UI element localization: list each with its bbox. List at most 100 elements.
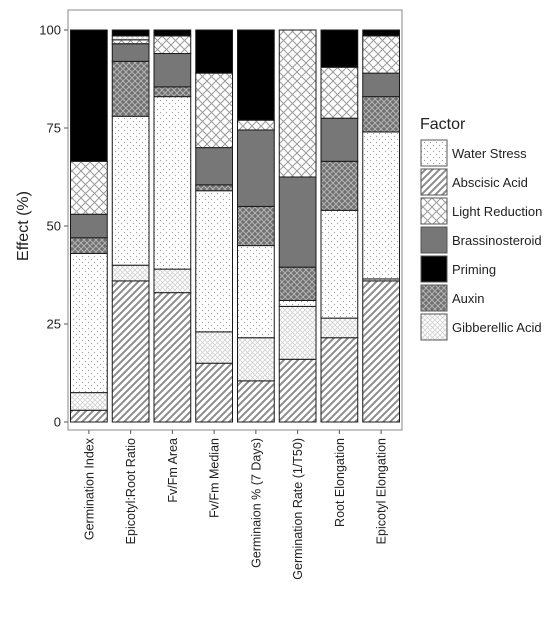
bar-segment-priming (153, 29, 192, 37)
x-tick-label: Epicotyl Elongation (375, 438, 389, 544)
bar-segment-gibberellic-acid (70, 392, 108, 411)
bar-segment-priming (70, 29, 108, 162)
y-axis-title: Effect (%) (15, 191, 32, 261)
legend-title: Factor (420, 116, 466, 133)
bar-segment-brassinosteroid (111, 43, 150, 62)
bar-segment-gibberellic-acid (195, 331, 233, 364)
bar-segment-brassinosteroid (278, 176, 317, 268)
bar-segment-water-stress (153, 96, 192, 270)
bar-segment-priming (320, 29, 359, 68)
bar-segment-auxin (111, 60, 150, 117)
bar-epicotyl-root-ratio (111, 29, 150, 423)
bar-segment-light-reduction (237, 119, 275, 131)
bar-root-elongation (320, 29, 359, 423)
y-tick-label: 100 (39, 23, 61, 38)
legend-swatch (420, 139, 448, 167)
legend-item-water-stress: Water Stress (420, 139, 527, 167)
bar-fv-fm-area (153, 29, 192, 423)
bar-segment-light-reduction (153, 35, 192, 55)
legend-swatch (420, 313, 448, 341)
bar-segment-auxin (195, 184, 233, 192)
legend-swatch (420, 284, 448, 312)
bar-segment-brassinosteroid (362, 72, 400, 98)
legend: Factor Water Stress Abscisic Acid Light Re… (420, 116, 542, 341)
bar-segment-water-stress (362, 131, 400, 280)
bar-segment-auxin (153, 86, 192, 98)
bar-segment-auxin (278, 266, 317, 301)
bar-segment-gibberellic-acid (278, 305, 317, 360)
bar-segment-water-stress (195, 190, 233, 333)
bar-segment-water-stress (278, 299, 317, 307)
x-tick-label: Fv/Fm Median (208, 438, 222, 518)
bar-germination-rate-1-t50 (278, 29, 317, 423)
bar-segment-light-reduction (362, 35, 400, 74)
y-tick-label: 50 (47, 219, 61, 234)
x-tick-label: Germination Index (82, 437, 96, 540)
bar-segment-priming (111, 29, 150, 37)
bar-segment-abscisic-acid (70, 409, 108, 423)
legend-label: Priming (452, 262, 496, 277)
bar-segment-abscisic-acid (195, 362, 233, 423)
bar-segment-brassinosteroid (237, 129, 275, 207)
bar-segment-light-reduction (111, 39, 150, 45)
bar-segment-light-reduction (320, 66, 359, 119)
bar-fv-fm-median (195, 29, 233, 423)
bar-segment-brassinosteroid (70, 213, 108, 239)
bar-epicotyl-elongation (362, 29, 400, 423)
bar-segment-brassinosteroid (320, 117, 359, 162)
bar-segment-priming (362, 29, 400, 37)
bar-segment-abscisic-acid (111, 280, 150, 423)
legend-item-gibberellic-acid: Gibberellic Acid (420, 313, 542, 341)
y-tick-label: 25 (47, 317, 61, 332)
x-tick-label: Germination Rate (1/T50) (291, 438, 305, 580)
y-tick-label: 0 (54, 415, 61, 430)
legend-swatch (420, 168, 448, 196)
bar-segment-light-reduction (70, 160, 108, 215)
bar-segment-gibberellic-acid (237, 337, 275, 382)
legend-label: Gibberellic Acid (452, 320, 542, 335)
bar-segment-auxin (362, 96, 400, 133)
bar-segment-light-reduction (278, 29, 317, 178)
bar-segment-brassinosteroid (195, 147, 233, 186)
legend-label: Auxin (452, 291, 485, 306)
legend-item-brassinosteroid: Brassinosteroid (420, 226, 542, 254)
x-tick-label: Root Elongation (333, 438, 347, 527)
legend-label: Water Stress (452, 146, 527, 161)
legend-swatch (420, 255, 448, 283)
bar-segment-brassinosteroid (153, 53, 192, 88)
bar-segment-light-reduction (195, 72, 233, 149)
bar-segment-water-stress (111, 115, 150, 266)
bar-segment-auxin (237, 205, 275, 247)
bar-segment-auxin (320, 160, 359, 211)
bar-segment-gibberellic-acid (320, 317, 359, 339)
bar-segment-gibberellic-acid (111, 264, 150, 282)
legend-item-priming: Priming (420, 255, 496, 283)
legend-item-light-reduction: Light Reduction (420, 197, 542, 225)
bar-segment-water-stress (320, 209, 359, 319)
bar-segment-priming (195, 29, 233, 74)
bar-germinaion-7-days (237, 29, 275, 423)
bar-segment-gibberellic-acid (153, 268, 192, 294)
bar-segment-abscisic-acid (278, 358, 317, 423)
x-tick-label: Epicotyl:Root Ratio (124, 438, 138, 544)
bar-segment-gibberellic-acid (111, 35, 150, 41)
legend-label: Brassinosteroid (452, 233, 542, 248)
bar-germination-index (70, 29, 108, 423)
bar-segment-water-stress (70, 252, 108, 394)
bar-segment-abscisic-acid (153, 292, 192, 423)
bar-segment-water-stress (237, 245, 275, 339)
bar-segment-auxin (70, 237, 108, 254)
legend-label: Light Reduction (452, 204, 542, 219)
bar-segment-abscisic-acid (320, 337, 359, 423)
bar-segment-abscisic-acid (362, 280, 400, 423)
legend-item-abscisic-acid: Abscisic Acid (420, 168, 528, 196)
legend-swatch (420, 197, 448, 225)
legend-swatch (420, 226, 448, 254)
bar-segment-priming (237, 29, 275, 121)
legend-item-auxin: Auxin (420, 284, 485, 312)
x-tick-label: Fv/Fm Area (166, 438, 180, 503)
legend-label: Abscisic Acid (452, 175, 528, 190)
bar-segment-abscisic-acid (237, 380, 275, 423)
y-tick-label: 75 (47, 121, 61, 136)
